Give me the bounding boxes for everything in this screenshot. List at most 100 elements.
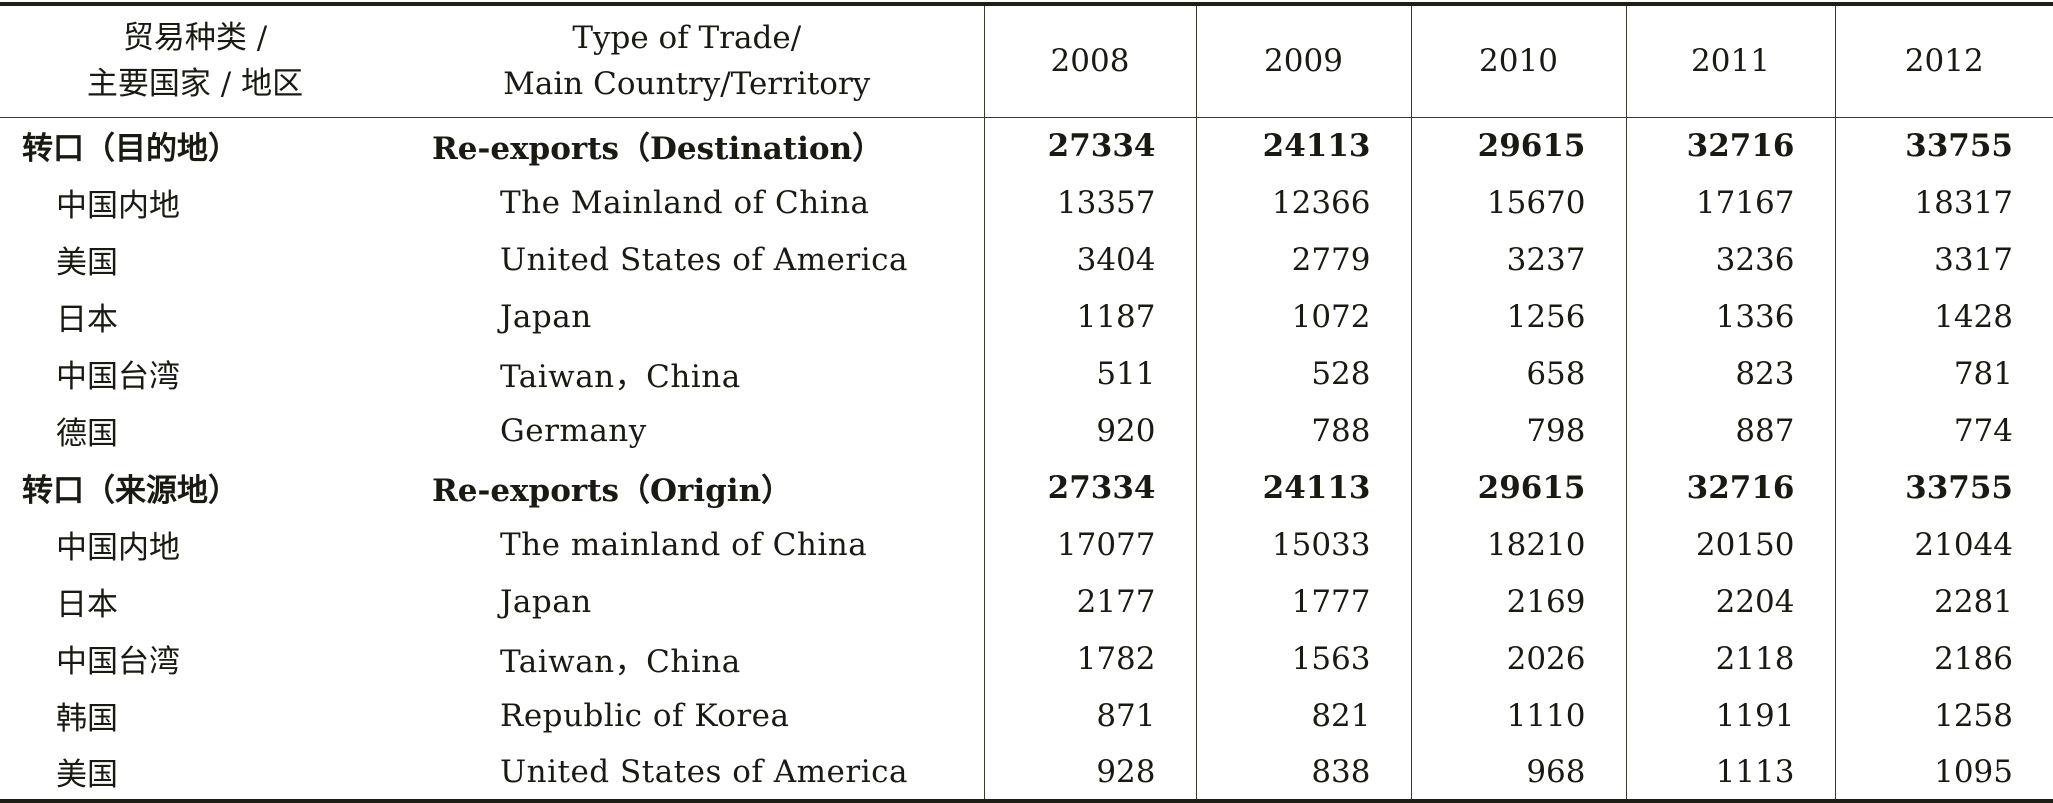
header-english: Type of Trade/ Main Country/Territory <box>390 2 984 118</box>
value-cell: 781 <box>1834 345 2053 402</box>
row-label-chinese: 美国 <box>0 744 390 803</box>
value-cell: 15670 <box>1410 174 1626 231</box>
value-cell: 3236 <box>1625 231 1835 288</box>
header-english-line1: Type of Trade/ <box>572 20 802 57</box>
value-cell: 12366 <box>1195 174 1411 231</box>
value-cell: 1256 <box>1410 288 1626 345</box>
row-label-english: Re-exports（Origin） <box>432 473 793 509</box>
value-cell: 24113 <box>1195 459 1411 516</box>
value-cell: 1563 <box>1195 630 1411 687</box>
table-row: 中国内地 The Mainland of China 13357 12366 15670… <box>0 174 2053 231</box>
row-label-english: Taiwan，China <box>500 644 741 680</box>
value-cell: 2177 <box>983 573 1196 630</box>
row-label-chinese: 中国台湾 <box>56 644 180 680</box>
value-cell: 823 <box>1625 345 1835 402</box>
row-label-chinese: 韩国 <box>56 701 118 737</box>
row-label-english: Japan <box>500 583 592 620</box>
value-cell: 821 <box>1195 687 1411 744</box>
header-year: 2008 <box>983 2 1196 118</box>
row-label-chinese: 日本 <box>56 302 118 338</box>
value-cell: 29615 <box>1410 117 1626 174</box>
value-cell: 3237 <box>1410 231 1626 288</box>
group-row: 转口（目的地） Re-exports（Destination） 27334 24113… <box>0 117 2053 174</box>
value-cell: 17167 <box>1625 174 1835 231</box>
value-cell: 1258 <box>1834 687 2053 744</box>
value-cell: 887 <box>1625 402 1835 459</box>
header-row: 贸易种类 / 主要国家 / 地区 Type of Trade/ Main Cou… <box>0 2 2053 118</box>
table-row: 德国 Germany 920 788 798 887 774 <box>0 402 2053 459</box>
value-cell: 1777 <box>1195 573 1411 630</box>
value-cell: 2281 <box>1834 573 2053 630</box>
row-label-chinese: 日本 <box>56 587 118 623</box>
row-label-english: The mainland of China <box>500 526 868 563</box>
row-label-english: Taiwan，China <box>500 359 741 395</box>
value-cell: 1113 <box>1625 744 1835 803</box>
value-cell: 32716 <box>1625 117 1835 174</box>
value-cell: 871 <box>983 687 1196 744</box>
row-label-chinese: 中国内地 <box>56 188 180 224</box>
header-year: 2010 <box>1410 2 1626 118</box>
table-header: 贸易种类 / 主要国家 / 地区 Type of Trade/ Main Cou… <box>0 2 2053 118</box>
table-row: 美国 United States of America 928 838 968 1113 1… <box>0 744 2053 803</box>
value-cell: 920 <box>983 402 1196 459</box>
group-row: 转口（来源地） Re-exports（Origin） 27334 24113 29615… <box>0 459 2053 516</box>
value-cell: 1336 <box>1625 288 1835 345</box>
value-cell: 2186 <box>1834 630 2053 687</box>
header-chinese-line1: 贸易种类 / <box>122 20 268 57</box>
value-cell: 20150 <box>1625 516 1835 573</box>
value-cell: 17077 <box>983 516 1196 573</box>
table-row: 韩国 Republic of Korea 871 821 1110 1191 1258 <box>0 687 2053 744</box>
value-cell: 29615 <box>1410 459 1626 516</box>
header-year: 2012 <box>1834 2 2053 118</box>
value-cell: 15033 <box>1195 516 1411 573</box>
value-cell: 1782 <box>983 630 1196 687</box>
value-cell: 1191 <box>1625 687 1835 744</box>
value-cell: 838 <box>1195 744 1411 803</box>
header-english-line2: Main Country/Territory <box>503 66 871 103</box>
value-cell: 18317 <box>1834 174 2053 231</box>
header-year: 2009 <box>1195 2 1411 118</box>
header-year: 2011 <box>1625 2 1835 118</box>
row-label-english: United States of America <box>500 241 908 278</box>
table-row: 日本 Japan 2177 1777 2169 2204 2281 <box>0 573 2053 630</box>
value-cell: 2779 <box>1195 231 1411 288</box>
value-cell: 774 <box>1834 402 2053 459</box>
value-cell: 1095 <box>1834 744 2053 803</box>
header-chinese: 贸易种类 / 主要国家 / 地区 <box>0 2 390 118</box>
value-cell: 1110 <box>1410 687 1626 744</box>
value-cell: 3404 <box>983 231 1196 288</box>
value-cell: 511 <box>983 345 1196 402</box>
value-cell: 27334 <box>983 117 1196 174</box>
value-cell: 798 <box>1410 402 1626 459</box>
value-cell: 3317 <box>1834 231 2053 288</box>
value-cell: 33755 <box>1834 117 2053 174</box>
value-cell: 528 <box>1195 345 1411 402</box>
table-row: 中国台湾 Taiwan，China 511 528 658 823 781 <box>0 345 2053 402</box>
row-label-english: Re-exports（Destination） <box>432 131 884 168</box>
value-cell: 788 <box>1195 402 1411 459</box>
row-label-english: The Mainland of China <box>500 184 870 221</box>
row-label-english: Republic of Korea <box>500 697 790 734</box>
value-cell: 2169 <box>1410 573 1626 630</box>
value-cell: 2118 <box>1625 630 1835 687</box>
value-cell: 928 <box>983 744 1196 803</box>
value-cell: 1187 <box>983 288 1196 345</box>
value-cell: 1072 <box>1195 288 1411 345</box>
row-label-chinese: 转口（目的地） <box>22 131 239 168</box>
value-cell: 2026 <box>1410 630 1626 687</box>
value-cell: 27334 <box>983 459 1196 516</box>
table-row: 日本 Japan 1187 1072 1256 1336 1428 <box>0 288 2053 345</box>
row-label-chinese: 德国 <box>56 416 118 452</box>
row-label-english: Germany <box>500 412 647 449</box>
value-cell: 968 <box>1410 744 1626 803</box>
row-label-english: Japan <box>500 298 592 335</box>
row-label-chinese: 中国台湾 <box>56 359 180 395</box>
value-cell: 2204 <box>1625 573 1835 630</box>
value-cell: 658 <box>1410 345 1626 402</box>
value-cell: 13357 <box>983 174 1196 231</box>
row-label-chinese: 转口（来源地） <box>22 473 239 509</box>
table-body: 转口（目的地） Re-exports（Destination） 27334 24113… <box>0 117 2053 803</box>
table-row: 美国 United States of America 3404 2779 3237 32… <box>0 231 2053 288</box>
